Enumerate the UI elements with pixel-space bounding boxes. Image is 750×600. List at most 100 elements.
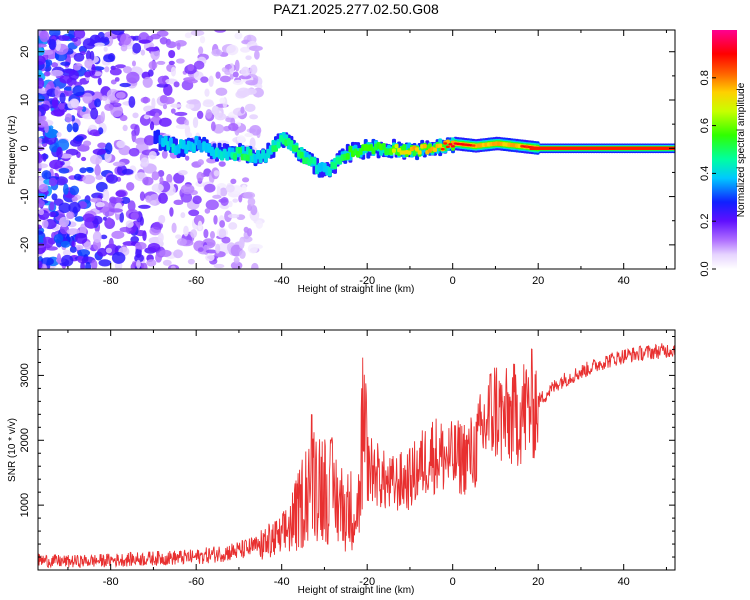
- noise-blob: [58, 202, 71, 214]
- noise-blob: [48, 38, 57, 50]
- noise-blob: [218, 161, 226, 167]
- noise-blob: [100, 36, 109, 43]
- noise-blob: [140, 49, 146, 56]
- noise-blob: [39, 30, 50, 43]
- noise-blob: [205, 199, 219, 211]
- ridge-cell: [232, 153, 237, 160]
- noise-blob: [141, 262, 148, 269]
- noise-blob: [157, 75, 168, 85]
- noise-blob: [130, 236, 140, 243]
- noise-blob: [168, 49, 176, 59]
- noise-blob: [74, 135, 84, 142]
- x-tick-label: 0: [450, 275, 456, 287]
- noise-blob: [177, 170, 188, 176]
- noise-blob: [197, 247, 204, 252]
- ridge-cell: [440, 147, 445, 151]
- noise-blob: [54, 86, 61, 98]
- noise-blob: [49, 69, 64, 77]
- noise-blob: [187, 79, 198, 84]
- noise-blob: [146, 259, 157, 267]
- noise-blob: [115, 64, 127, 69]
- noise-blob: [86, 167, 94, 173]
- ridge-core: [529, 146, 675, 150]
- noise-blob: [190, 30, 205, 36]
- noise-blob: [100, 234, 108, 240]
- y-tick-label: 20: [19, 46, 31, 58]
- noise-blob: [102, 216, 107, 221]
- noise-blob: [71, 37, 78, 42]
- colorbar-tick-label: 0.4: [699, 166, 711, 181]
- noise-blob: [208, 75, 214, 88]
- noise-blob: [51, 193, 58, 201]
- noise-blob: [215, 87, 228, 96]
- noise-blob: [38, 137, 44, 144]
- noise-blob: [91, 64, 96, 76]
- ridge-cell: [345, 153, 350, 160]
- noise-blob: [211, 105, 220, 116]
- noise-blob: [251, 262, 259, 269]
- noise-blob: [170, 108, 176, 114]
- noise-blob: [61, 254, 74, 267]
- ridge-cell: [381, 143, 386, 150]
- noise-blob: [38, 260, 43, 269]
- chart-title: PAZ1.2025.277.02.50.G08: [273, 1, 439, 17]
- noise-blob: [43, 71, 51, 77]
- colorbar-tick-label: 0.6: [699, 118, 711, 133]
- noise-blob: [173, 199, 184, 206]
- noise-blob: [224, 64, 232, 70]
- ridge-cell: [415, 147, 420, 152]
- noise-blob: [126, 71, 140, 84]
- noise-blob: [120, 33, 132, 46]
- top-x-axis-label: Height of straight line (km): [298, 284, 415, 295]
- noise-blob: [134, 241, 147, 250]
- noise-blob: [139, 216, 144, 226]
- noise-blob: [238, 74, 252, 80]
- y-tick-label: 0: [19, 145, 31, 151]
- colorbar: 0.0 0.2 0.4 0.6 0.8 Normalized spectral ampl…: [699, 30, 747, 277]
- noise-blob: [134, 253, 145, 263]
- noise-blob: [148, 60, 158, 70]
- x-tick-label: -80: [103, 275, 119, 287]
- noise-blob: [72, 64, 81, 71]
- noise-blob: [219, 75, 231, 83]
- noise-blob: [38, 208, 45, 216]
- noise-blob: [48, 211, 57, 218]
- noise-blob: [193, 60, 205, 70]
- noise-blob: [58, 103, 65, 110]
- noise-blob: [239, 250, 246, 259]
- noise-blob: [109, 67, 122, 76]
- y-tick-label: 1000: [19, 493, 31, 517]
- noise-blob: [111, 230, 125, 239]
- noise-blob: [115, 190, 127, 198]
- ridge-cell: [443, 142, 448, 145]
- spectrogram-panel: -80 -60 -40 -20 0 20 40 -20 -10 0 10 20 Height of …: [7, 29, 676, 295]
- noise-blob: [119, 211, 125, 223]
- noise-blob: [38, 114, 47, 122]
- noise-blob: [209, 231, 216, 239]
- bottom-y-axis-label: SNR (10 * v/v): [7, 418, 18, 482]
- ridge-cell: [433, 147, 438, 152]
- noise-blob: [214, 30, 227, 33]
- noise-blob: [214, 112, 227, 121]
- noise-blob: [197, 220, 203, 231]
- noise-blob: [150, 200, 157, 206]
- ridge-cell: [348, 145, 353, 153]
- x-tick-label: 40: [618, 576, 630, 588]
- noise-blob: [204, 208, 211, 214]
- noise-blob: [184, 155, 190, 161]
- noise-blob: [204, 88, 210, 97]
- noise-blob: [249, 114, 259, 120]
- noise-blob: [218, 228, 227, 238]
- noise-blob: [250, 204, 258, 216]
- noise-blob: [38, 195, 41, 204]
- noise-blob: [66, 123, 73, 133]
- noise-blob: [170, 66, 177, 77]
- ridge-cell: [448, 143, 453, 146]
- noise-blob: [101, 95, 108, 101]
- noise-blob: [49, 159, 64, 170]
- snr-series-line: [38, 343, 675, 569]
- noise-blob: [69, 246, 77, 253]
- colorbar-tick-label: 0.8: [699, 70, 711, 85]
- noise-blob: [163, 96, 175, 105]
- noise-blob: [138, 204, 151, 209]
